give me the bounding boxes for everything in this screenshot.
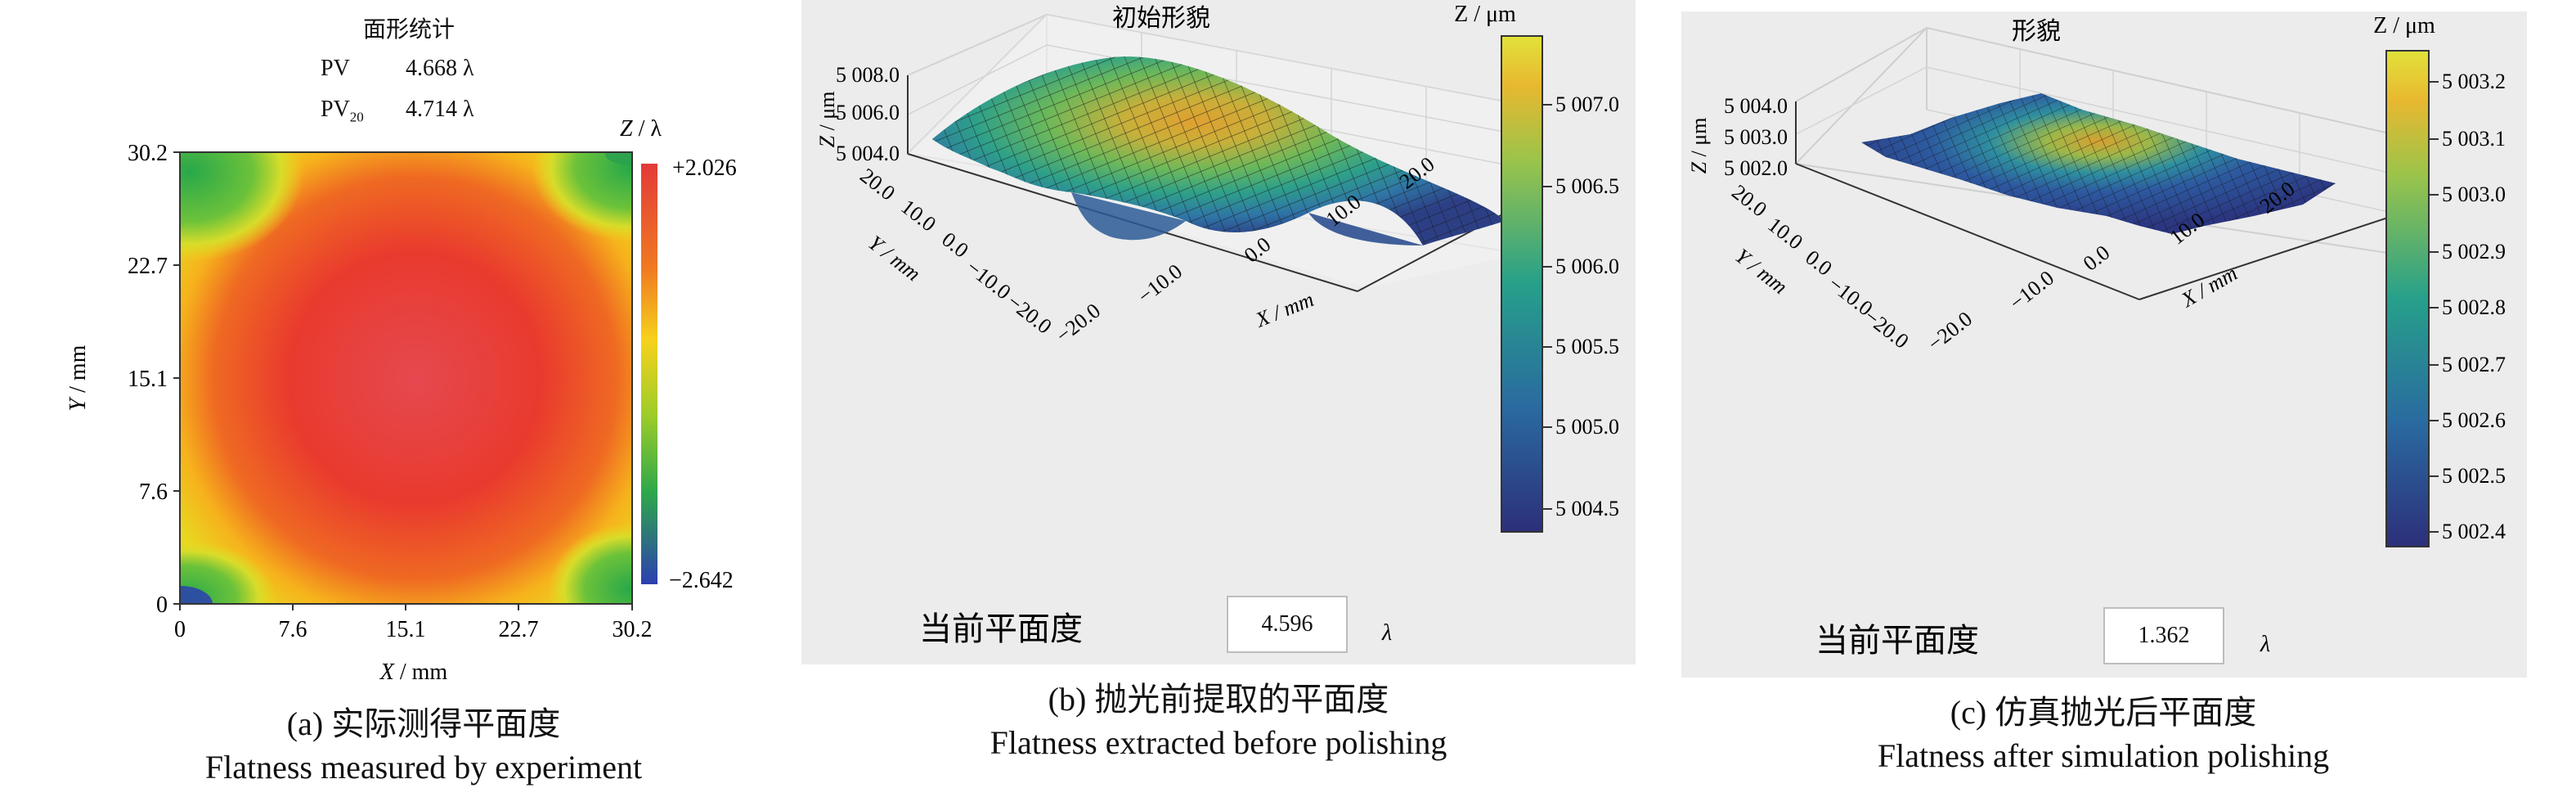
- pv20-value: 4.714 λ: [406, 97, 474, 122]
- x-tick-label: 15.1: [386, 617, 426, 642]
- y-tick-label: 0.0: [1801, 245, 1836, 281]
- flatness-label: 当前平面度: [919, 610, 1083, 647]
- caption-a-cn: (a) 实际测得平面度: [286, 705, 561, 742]
- colorbar-tick-label: 5 004.5: [1555, 497, 1619, 520]
- y-tick-label: 20.0: [855, 164, 900, 205]
- y-tick-label: 15.1: [128, 367, 168, 392]
- z-tick-label: 5 003.0: [1724, 125, 1788, 149]
- y-tick-label: −20.0: [1003, 290, 1056, 339]
- colorbar-tick-label: 5 005.0: [1555, 415, 1619, 439]
- heatmap-edge-spot: [605, 152, 632, 165]
- colorbar-tick-label: 5 005.5: [1555, 335, 1619, 358]
- colorbar: [641, 164, 657, 584]
- x-tick-label: −10.0: [1133, 259, 1187, 308]
- y-tick-label: 20.0: [1727, 180, 1771, 222]
- heatmap-chart: 0 7.6 15.1 22.7 30.2 30.2 22.7 15.1 7.6 …: [65, 116, 737, 685]
- surface-title: 形貌: [2012, 18, 2061, 45]
- y-axis-label: Y / mm: [864, 231, 925, 286]
- stats-title: 面形统计: [362, 17, 455, 43]
- colorbar-tick-label: 5 002.9: [2442, 240, 2506, 263]
- colorbar-tick-label: 5 003.0: [2442, 182, 2506, 206]
- caption-c-cn: (c) 仿真抛光后平面度: [1950, 694, 2257, 731]
- pv-value: 4.668 λ: [406, 56, 474, 81]
- y-tick-label: 30.2: [128, 141, 168, 166]
- y-axis-label: Y / mm: [1730, 244, 1792, 299]
- pv20-label: PV20: [321, 97, 364, 125]
- colorbar-tick-label: 5 003.2: [2442, 70, 2506, 93]
- colorbar-tick-label: 5 002.8: [2442, 295, 2506, 319]
- surface-chart-after: 5 004.0 5 003.0 5 002.0 Z / μm 20.0 10.0…: [1687, 13, 2506, 659]
- y-tick-label: 0.0: [937, 227, 972, 263]
- heatmap-ticks: [173, 151, 633, 610]
- colorbar-tick-label: 5 007.0: [1555, 92, 1619, 116]
- colorbar-tick-label: 5 006.0: [1555, 254, 1619, 278]
- flatness-unit: λ: [1381, 620, 1392, 646]
- flatness-label: 当前平面度: [1815, 622, 1979, 659]
- y-tick-label: 0: [156, 592, 168, 618]
- heatmap-min-spot: [180, 586, 213, 604]
- heatmap-corner-bottom-left: [180, 540, 276, 604]
- x-axis-label: X / mm: [2177, 261, 2242, 312]
- caption-b-cn: (b) 抛光前提取的平面度: [1048, 681, 1389, 718]
- surface-title: 初始形貌: [1112, 5, 1210, 32]
- colorbar-label: Z / μm: [2373, 13, 2435, 38]
- colorbar-label: Z / λ: [620, 116, 662, 142]
- x-axis-label: X / mm: [379, 660, 448, 685]
- y-axis-label: Y / mm: [65, 344, 91, 411]
- colorbar-tick-label: 5 006.5: [1555, 174, 1619, 198]
- flatness-value-field[interactable]: 4.596: [1227, 596, 1348, 653]
- x-tick-label: 0: [174, 617, 186, 642]
- y-tick-label: −10.0: [962, 255, 1015, 304]
- caption-b-en: Flatness extracted before polishing: [990, 724, 1447, 761]
- heatmap-corner-top-right: [532, 152, 632, 241]
- heatmap-corner-bottom-right: [548, 524, 632, 604]
- surface-before: [932, 56, 1505, 245]
- caption-a-en: Flatness measured by experiment: [204, 749, 643, 786]
- z-axis-label: Z / μm: [815, 92, 839, 148]
- colorbar-tick-label: 5 002.4: [2442, 520, 2506, 543]
- colorbar: [1501, 35, 1543, 533]
- y-tick-label: 22.7: [128, 254, 168, 279]
- y-tick-label: 10.0: [896, 195, 940, 236]
- heatmap-corner-top-left: [180, 152, 304, 262]
- x-tick-label: 22.7: [499, 617, 539, 642]
- z-tick-label: 5 004.0: [836, 142, 900, 165]
- y-tick-label: 7.6: [139, 480, 168, 505]
- x-tick-label: 7.6: [279, 617, 307, 642]
- y-tick-label: −20.0: [1860, 304, 1913, 353]
- x-axis-label: X / mm: [1251, 287, 1317, 332]
- surface-chart-before: 5 008.0 5 006.0 5 004.0 Z / μm 20.0 10.0…: [815, 2, 1619, 647]
- z-tick-label: 5 002.0: [1724, 156, 1788, 180]
- colorbar-tick-label: 5 003.1: [2442, 127, 2506, 151]
- x-tick-label: 0.0: [2079, 241, 2114, 276]
- x-tick-label: −20.0: [1923, 307, 1977, 356]
- z-tick-label: 5 008.0: [836, 63, 900, 87]
- x-tick-label: −20.0: [1052, 299, 1105, 348]
- colorbar: [2385, 50, 2430, 547]
- z-tick-label: 5 006.0: [836, 101, 900, 124]
- pv-label: PV: [321, 56, 350, 81]
- z-tick-label: 5 004.0: [1724, 94, 1788, 118]
- z-axis-label: Z / μm: [1687, 118, 1711, 174]
- colorbar-tick-label: 5 002.6: [2442, 408, 2506, 432]
- x-tick-label: −10.0: [2005, 266, 2058, 315]
- surface-after: [1861, 93, 2336, 234]
- colorbar-label: Z / μm: [1454, 2, 1516, 27]
- colorbar-min-label: −2.642: [669, 568, 734, 593]
- y-tick-label: 10.0: [1763, 213, 1807, 254]
- x-tick-label: 30.2: [613, 617, 653, 642]
- caption-c-en: Flatness after simulation polishing: [1877, 737, 2330, 774]
- flatness-unit: λ: [2260, 632, 2270, 657]
- colorbar-max-label: +2.026: [672, 155, 737, 181]
- floor-axes: [1795, 101, 2394, 300]
- colorbar-tick-label: 5 002.5: [2442, 464, 2506, 488]
- colorbar-tick-label: 5 002.7: [2442, 353, 2506, 376]
- flatness-value-field[interactable]: 1.362: [2103, 607, 2224, 664]
